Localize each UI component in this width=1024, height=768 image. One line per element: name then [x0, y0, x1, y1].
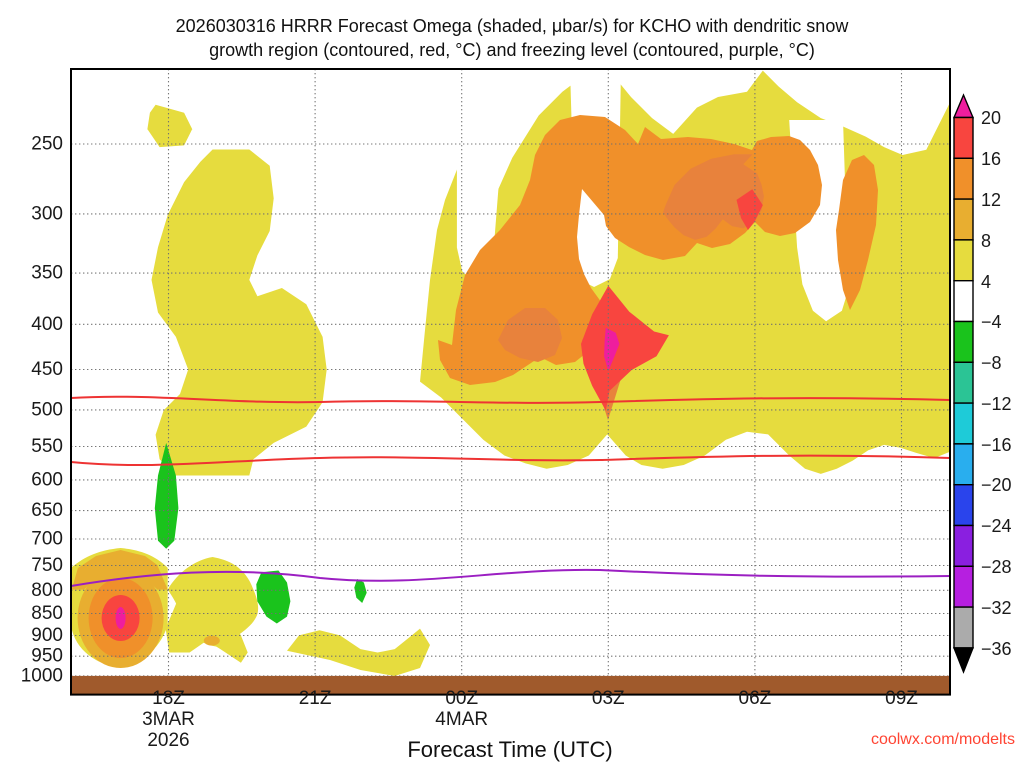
- svg-text:−28: −28: [981, 557, 1012, 577]
- svg-text:09Z: 09Z: [885, 688, 918, 709]
- svg-text:03Z: 03Z: [592, 688, 625, 709]
- svg-text:1000: 1000: [21, 665, 63, 686]
- svg-text:900: 900: [31, 625, 63, 646]
- svg-text:06Z: 06Z: [739, 688, 772, 709]
- svg-text:2026: 2026: [147, 730, 189, 751]
- svg-text:300: 300: [31, 203, 63, 224]
- svg-text:700: 700: [31, 529, 63, 550]
- svg-text:650: 650: [31, 500, 63, 521]
- svg-text:4MAR: 4MAR: [435, 709, 488, 730]
- svg-text:−12: −12: [981, 394, 1012, 414]
- svg-text:550: 550: [31, 436, 63, 457]
- svg-text:500: 500: [31, 399, 63, 420]
- svg-text:750: 750: [31, 555, 63, 576]
- svg-text:800: 800: [31, 580, 63, 601]
- svg-text:400: 400: [31, 314, 63, 335]
- svg-text:8: 8: [981, 231, 991, 251]
- svg-text:4: 4: [981, 272, 991, 292]
- svg-text:350: 350: [31, 263, 63, 284]
- svg-text:21Z: 21Z: [299, 688, 332, 709]
- svg-text:16: 16: [981, 149, 1001, 169]
- svg-text:20: 20: [981, 108, 1001, 128]
- svg-text:250: 250: [31, 134, 63, 155]
- svg-text:−8: −8: [981, 353, 1002, 373]
- svg-text:3MAR: 3MAR: [142, 709, 195, 730]
- svg-text:Forecast Time (UTC): Forecast Time (UTC): [407, 737, 612, 762]
- svg-text:−32: −32: [981, 598, 1012, 618]
- svg-text:600: 600: [31, 469, 63, 490]
- svg-text:18Z: 18Z: [152, 688, 185, 709]
- svg-text:−20: −20: [981, 475, 1012, 495]
- svg-text:450: 450: [31, 359, 63, 380]
- svg-text:850: 850: [31, 603, 63, 624]
- svg-text:−24: −24: [981, 516, 1012, 536]
- svg-text:950: 950: [31, 646, 63, 667]
- svg-text:−4: −4: [981, 312, 1002, 332]
- svg-text:00Z: 00Z: [445, 688, 478, 709]
- svg-text:−16: −16: [981, 435, 1012, 455]
- svg-text:−36: −36: [981, 639, 1012, 659]
- svg-text:12: 12: [981, 190, 1001, 210]
- svg-text:coolwx.com/modelts: coolwx.com/modelts: [871, 731, 1015, 748]
